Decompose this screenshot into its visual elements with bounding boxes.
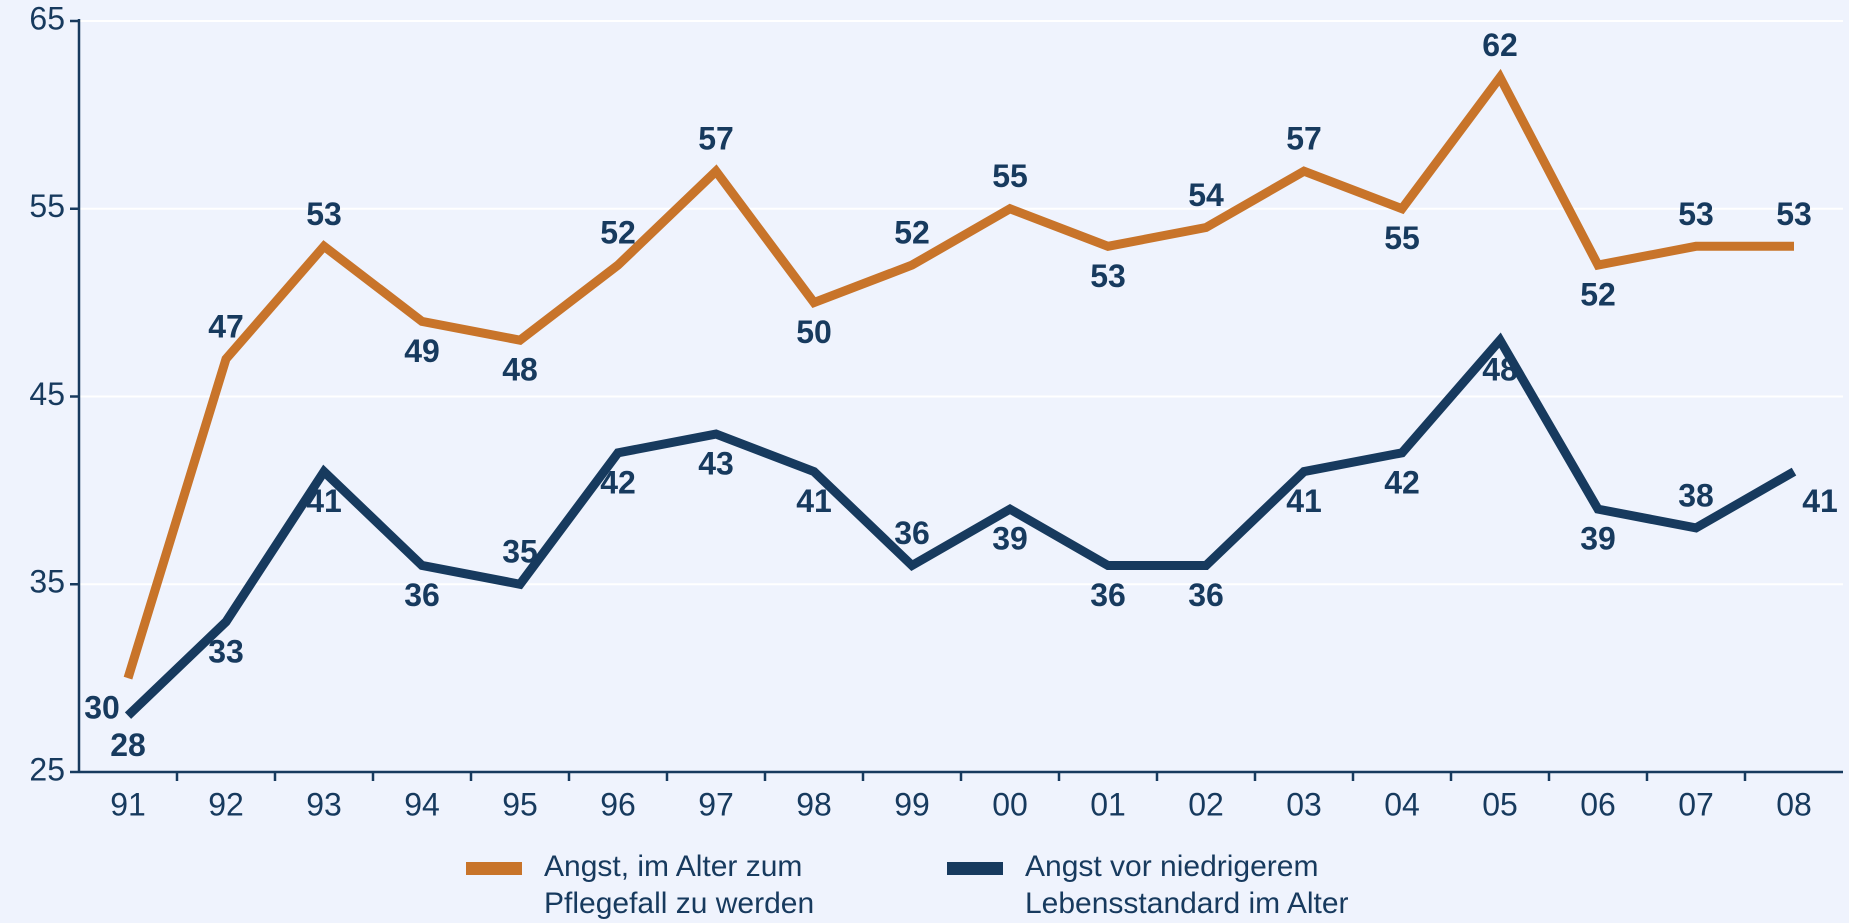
x-tick-label: 95 <box>502 786 538 822</box>
data-label: 52 <box>894 215 930 251</box>
data-label: 55 <box>1384 220 1420 256</box>
x-tick-label: 08 <box>1776 786 1812 822</box>
x-tick-label: 99 <box>894 786 930 822</box>
data-label: 53 <box>1090 258 1126 294</box>
data-label: 57 <box>1286 121 1322 157</box>
x-tick-label: 94 <box>404 786 440 822</box>
data-label: 36 <box>404 577 440 613</box>
x-tick-label: 93 <box>306 786 342 822</box>
y-tick-label: 45 <box>29 376 65 412</box>
data-label: 48 <box>1482 352 1518 388</box>
data-label: 36 <box>1090 577 1126 613</box>
data-label: 47 <box>208 308 244 344</box>
y-tick-label: 25 <box>29 751 65 787</box>
x-tick-label: 91 <box>110 786 146 822</box>
data-label: 52 <box>600 215 636 251</box>
x-tick-label: 07 <box>1678 786 1714 822</box>
chart: 25 35 45 55 65 91 92 93 94 95 96 97 98 99 00 01 02 03 04 05… <box>29 0 1843 822</box>
data-label: 50 <box>796 314 832 350</box>
x-tick-label: 03 <box>1286 786 1322 822</box>
data-label: 30 <box>84 690 120 726</box>
y-tick-label: 55 <box>29 188 65 224</box>
legend-label: Angst vor niedrigerem Lebensstandard im … <box>1025 850 1349 920</box>
data-label: 39 <box>1580 521 1616 557</box>
data-label: 38 <box>1678 477 1714 513</box>
data-label: 28 <box>110 727 146 763</box>
legend-swatch <box>947 862 1003 875</box>
y-tick-label: 65 <box>29 0 65 36</box>
data-label: 52 <box>1580 277 1616 313</box>
x-tick-label: 01 <box>1090 786 1126 822</box>
x-tick-label: 02 <box>1188 786 1224 822</box>
data-label: 35 <box>502 534 538 570</box>
x-tick-label: 04 <box>1384 786 1420 822</box>
x-tick-label: 98 <box>796 786 832 822</box>
data-label: 36 <box>894 515 930 551</box>
series-line <box>124 332 1797 719</box>
x-tick-label: 92 <box>208 786 244 822</box>
data-label: 53 <box>306 196 342 232</box>
data-label: 42 <box>600 464 636 500</box>
data-label: 39 <box>992 521 1028 557</box>
data-label: 55 <box>992 158 1028 194</box>
data-label: 41 <box>306 483 342 519</box>
data-label: 48 <box>502 352 538 388</box>
legend-item: Angst vor niedrigerem Lebensstandard im … <box>947 848 1395 922</box>
data-label: 36 <box>1188 577 1224 613</box>
x-tick-label: 00 <box>992 786 1028 822</box>
x-tick-label: 97 <box>698 786 734 822</box>
data-label: 54 <box>1188 177 1224 213</box>
legend-label: Angst, im Alter zum Pflegefall zu werden <box>544 850 815 920</box>
data-label: 41 <box>796 483 832 519</box>
data-label: 33 <box>208 633 244 669</box>
data-label: 57 <box>698 121 734 157</box>
data-label: 53 <box>1678 196 1714 232</box>
data-label: 41 <box>1286 483 1322 519</box>
data-label: 41 <box>1802 483 1838 519</box>
data-label: 49 <box>404 333 440 369</box>
series-line <box>123 68 1794 680</box>
data-label: 42 <box>1384 464 1420 500</box>
data-label: 43 <box>698 446 734 482</box>
x-tick-label: 05 <box>1482 786 1518 822</box>
data-label: 62 <box>1482 27 1518 63</box>
x-tick-label: 96 <box>600 786 636 822</box>
y-tick-label: 35 <box>29 564 65 600</box>
x-tick-label: 06 <box>1580 786 1616 822</box>
legend-item: Angst, im Alter zum Pflegefall zu werden <box>466 848 834 922</box>
data-label: 53 <box>1776 196 1812 232</box>
legend-swatch <box>466 862 522 875</box>
